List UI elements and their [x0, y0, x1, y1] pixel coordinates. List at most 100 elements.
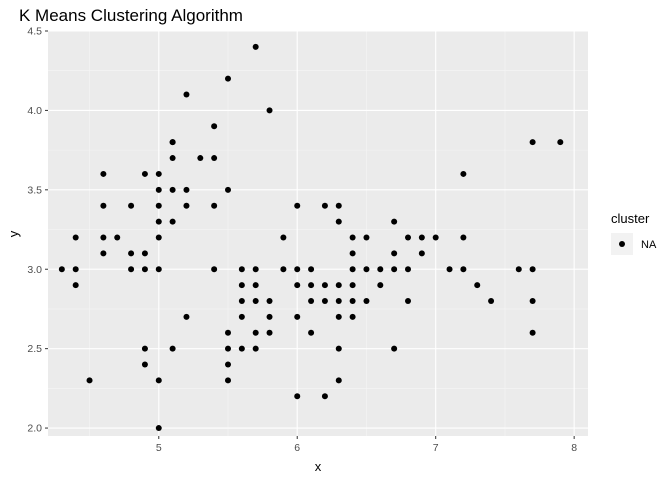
data-point [391, 218, 398, 225]
data-point [335, 218, 342, 225]
data-point [141, 345, 148, 352]
data-point [391, 266, 398, 273]
data-point [377, 266, 384, 273]
data-point [155, 218, 162, 225]
data-point [225, 329, 231, 336]
data-point [238, 345, 245, 352]
legend: cluster NA [611, 211, 657, 255]
data-point [155, 234, 162, 241]
data-point [363, 298, 370, 304]
x-axis: 5 6 7 8 [156, 436, 577, 454]
data-point [349, 250, 356, 257]
data-point [308, 298, 315, 304]
x-tick-label: 8 [571, 442, 577, 454]
data-point [405, 298, 411, 304]
data-point [141, 250, 148, 257]
chart-title: K Means Clustering Algorithm [19, 6, 243, 25]
data-point [252, 282, 259, 289]
data-point [321, 393, 328, 400]
data-point [363, 234, 370, 241]
plot-panel [48, 31, 588, 436]
x-tick-label: 7 [433, 442, 439, 454]
data-point [294, 202, 301, 209]
data-point [294, 393, 301, 400]
data-point [141, 361, 148, 368]
data-point [183, 91, 190, 98]
data-point [391, 250, 398, 257]
data-point [308, 282, 315, 289]
data-point [128, 250, 135, 257]
data-point [335, 282, 342, 289]
data-point [335, 345, 342, 352]
data-point [100, 250, 107, 257]
data-point [183, 202, 190, 209]
data-point [460, 234, 467, 241]
data-point [252, 266, 259, 273]
data-point [349, 266, 356, 273]
data-point [515, 266, 522, 273]
data-point [141, 266, 148, 273]
data-point [238, 313, 245, 320]
data-point [529, 298, 536, 304]
data-point [169, 218, 176, 225]
data-point [418, 250, 425, 257]
data-point [155, 266, 162, 273]
data-point [308, 329, 315, 336]
data-point [169, 139, 176, 146]
data-point [225, 377, 231, 384]
data-point [460, 170, 467, 177]
data-point [349, 282, 356, 289]
data-point [155, 377, 162, 384]
data-point [529, 139, 536, 146]
data-point [363, 266, 370, 273]
y-tick-label: 3.5 [27, 184, 42, 196]
data-point [377, 282, 384, 289]
data-point [155, 202, 162, 209]
data-point [225, 75, 231, 82]
data-point [280, 266, 287, 273]
data-point [169, 186, 176, 193]
data-point [335, 313, 342, 320]
data-point [321, 202, 328, 209]
data-point [474, 282, 481, 289]
legend-title: cluster [611, 211, 650, 226]
data-point [405, 266, 411, 273]
data-point [335, 377, 342, 384]
data-point [225, 345, 231, 352]
points [58, 43, 564, 432]
data-point [252, 43, 259, 50]
data-point [72, 266, 79, 273]
x-axis-title: x [315, 459, 322, 474]
y-tick-label: 4.0 [27, 105, 42, 117]
data-point [391, 345, 398, 352]
x-tick-label: 5 [156, 442, 162, 454]
data-point [86, 377, 93, 384]
data-point [169, 155, 176, 162]
data-point [72, 282, 79, 289]
data-point [100, 234, 107, 241]
data-point [155, 186, 162, 193]
data-point [183, 186, 190, 193]
data-point [529, 329, 536, 336]
data-point [335, 298, 342, 304]
data-point [349, 234, 356, 241]
data-point [294, 282, 301, 289]
data-point [211, 155, 218, 162]
data-point [169, 345, 176, 352]
data-point [266, 313, 273, 320]
data-point [266, 329, 273, 336]
data-point [432, 234, 439, 241]
data-point [266, 298, 273, 304]
data-point [211, 202, 218, 209]
data-point [294, 313, 301, 320]
data-point [266, 107, 273, 114]
x-tick-label: 6 [294, 442, 300, 454]
data-point [197, 155, 204, 162]
data-point [321, 282, 328, 289]
data-point [238, 298, 245, 304]
data-point [128, 202, 135, 209]
y-tick-label: 2.0 [27, 423, 42, 435]
data-point [308, 266, 315, 273]
legend-key-point [619, 241, 625, 247]
